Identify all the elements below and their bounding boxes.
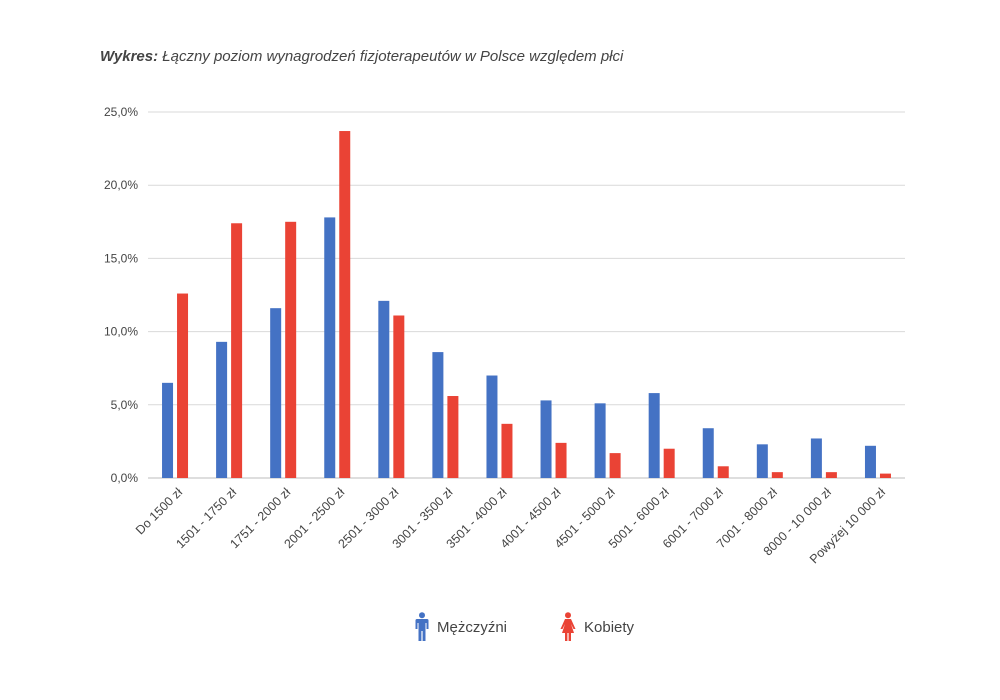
y-tick-label: 15,0% xyxy=(104,251,138,265)
bar-female xyxy=(393,315,405,478)
legend-label-male: Mężczyźni xyxy=(437,618,508,636)
bar-male xyxy=(810,438,822,478)
y-tick-label: 10,0% xyxy=(104,325,138,339)
bar-female xyxy=(609,453,621,478)
y-tick-label: 20,0% xyxy=(104,178,138,192)
chart-title: Wykres: Łączny poziom wynagrodzeń fizjot… xyxy=(100,48,623,65)
bar-male xyxy=(540,400,552,478)
bar-female xyxy=(771,472,783,478)
bar-male xyxy=(594,403,606,478)
male-icon xyxy=(415,612,429,641)
bar-male xyxy=(378,300,390,478)
legend: Mężczyźni Kobiety xyxy=(0,612,1000,648)
y-axis-labels: 0,0% 5,0% 10,0% 15,0% 20,0% 25,0% xyxy=(104,105,138,485)
bar-male xyxy=(324,217,336,478)
legend-item-female: Kobiety xyxy=(560,612,634,642)
bar-female xyxy=(339,131,351,479)
gridlines xyxy=(148,111,905,479)
y-tick-label: 25,0% xyxy=(104,105,138,119)
y-tick-label: 5,0% xyxy=(111,398,139,412)
chart-title-text: Łączny poziom wynagrodzeń fizjoterapeutó… xyxy=(162,48,624,65)
bar-female xyxy=(447,396,459,478)
bar-female xyxy=(879,473,891,478)
y-tick-label: 0,0% xyxy=(111,471,139,485)
legend-label-female: Kobiety xyxy=(584,618,635,636)
bar-female xyxy=(177,293,189,478)
bar-male xyxy=(432,352,444,478)
bar-male xyxy=(702,428,714,478)
bar-female xyxy=(555,442,567,478)
legend-item-male: Mężczyźni xyxy=(415,612,507,642)
bar-female xyxy=(285,221,297,479)
bar-chart: 0,0% 5,0% 10,0% 15,0% 20,0% 25,0% Do 1500 zł1… xyxy=(104,105,905,566)
bars xyxy=(162,131,891,479)
bar-female xyxy=(717,466,729,478)
bar-male xyxy=(162,382,174,478)
bar-male xyxy=(270,308,282,478)
bar-female xyxy=(501,423,513,478)
bar-male xyxy=(486,375,498,478)
x-tick-label: Do 1500 zł xyxy=(133,485,185,537)
bar-male xyxy=(648,393,660,478)
bar-female xyxy=(663,448,675,478)
chart-title-prefix: Wykres: xyxy=(100,48,159,65)
bar-male xyxy=(216,341,228,478)
female-icon xyxy=(560,612,576,641)
bar-male xyxy=(756,444,768,478)
bar-female xyxy=(231,223,243,478)
bar-male xyxy=(864,445,876,478)
bar-female xyxy=(825,472,837,478)
